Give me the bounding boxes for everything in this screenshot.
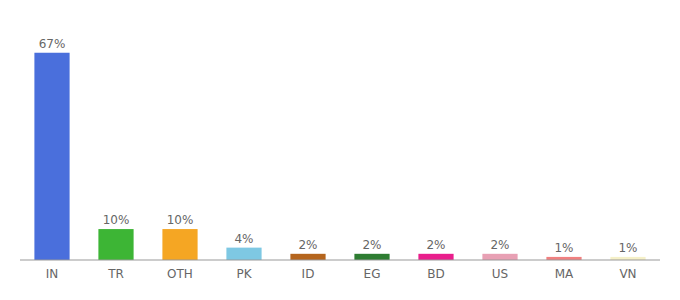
data-label: 1%: [618, 241, 637, 255]
x-tick-label: MA: [555, 267, 574, 281]
data-label: 1%: [554, 241, 573, 255]
data-label: 2%: [490, 238, 509, 252]
bar: [34, 53, 69, 260]
data-labels: 67% 10% 10% 4% 2% 2% 2% 2% 1% 1%: [39, 37, 638, 255]
bar: [418, 254, 453, 260]
data-label: 10%: [167, 213, 194, 227]
data-label: 67%: [39, 37, 66, 51]
bar: [98, 229, 133, 260]
bar: [162, 229, 197, 260]
x-axis-line: [20, 260, 660, 261]
bar: [226, 248, 261, 260]
data-label: 2%: [362, 238, 381, 252]
data-label: 4%: [234, 232, 253, 246]
page: {"chart_data": {"type": "bar", "categori…: [0, 0, 680, 300]
x-tick-label: EG: [364, 267, 381, 281]
chart-container: IN TR OTH PK ID EG BD US MA VN 67% 10% 10% 4% 2% 2% 2% 2%…: [0, 0, 680, 300]
bars: [34, 53, 645, 260]
x-tick-label: PK: [236, 267, 252, 281]
x-tick-label: TR: [107, 267, 124, 281]
bar: [482, 254, 517, 260]
bar: [290, 254, 325, 260]
x-tick-label: IN: [46, 267, 59, 281]
x-tick-label: BD: [427, 267, 444, 281]
bar: [354, 254, 389, 260]
x-tick-label: VN: [619, 267, 636, 281]
x-tick-label: ID: [302, 267, 315, 281]
data-label: 2%: [298, 238, 317, 252]
x-tick-label: US: [492, 267, 508, 281]
x-tick-label: OTH: [167, 267, 193, 281]
data-label: 2%: [426, 238, 445, 252]
x-tick-labels: IN TR OTH PK ID EG BD US MA VN: [46, 267, 637, 281]
data-label: 10%: [103, 213, 130, 227]
chart: IN TR OTH PK ID EG BD US MA VN 67% 10% 10% 4% 2% 2% 2% 2%…: [0, 0, 680, 300]
